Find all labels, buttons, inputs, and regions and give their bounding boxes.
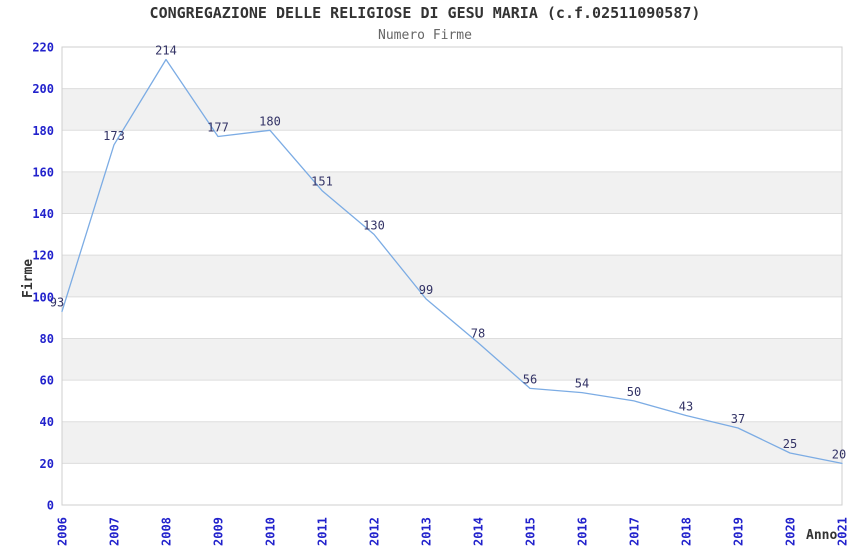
data-point-label: 180 <box>259 114 281 128</box>
plot-band <box>62 338 842 381</box>
x-tick-label: 2007 <box>108 517 122 546</box>
data-point-label: 37 <box>731 412 745 426</box>
y-tick-label: 180 <box>32 124 54 138</box>
y-tick-label: 80 <box>40 332 54 346</box>
chart-subtitle: Numero Firme <box>378 28 472 43</box>
y-tick-label: 40 <box>40 415 54 429</box>
data-line <box>61 58 843 465</box>
y-tick-label: 60 <box>40 374 54 388</box>
y-tick-label: 220 <box>32 41 54 55</box>
data-point-label: 93 <box>50 295 64 309</box>
y-tick-label: 0 <box>47 499 54 513</box>
x-tick-label: 2006 <box>56 517 70 546</box>
plot-band <box>62 255 842 297</box>
data-point-label: 43 <box>679 400 693 414</box>
y-tick-label: 20 <box>40 457 54 471</box>
x-tick-label: 2019 <box>732 517 746 546</box>
data-point-label: 50 <box>627 385 641 399</box>
x-tick-label: 2008 <box>160 517 174 546</box>
data-point-label: 130 <box>363 218 385 232</box>
y-tick-label: 200 <box>32 82 54 96</box>
y-axis-label: Firme <box>21 258 36 298</box>
data-point-label: 99 <box>419 283 433 297</box>
data-point-label: 173 <box>103 129 125 143</box>
x-tick-label: 2012 <box>368 517 382 546</box>
x-tick-label: 2020 <box>784 517 798 546</box>
plot-frame <box>61 46 843 506</box>
data-point-label: 56 <box>523 372 537 386</box>
x-tick-label: 2011 <box>316 517 330 546</box>
data-point-label: 25 <box>783 437 797 451</box>
x-axis-label: Anno <box>806 528 838 543</box>
y-tick-label: 120 <box>32 249 54 263</box>
data-point-label: 214 <box>155 44 177 58</box>
x-tick-label: 2021 <box>836 517 850 546</box>
x-tick-label: 2014 <box>472 517 486 546</box>
x-tick-label: 2013 <box>420 517 434 546</box>
plot-band <box>62 88 842 131</box>
y-tick-label: 140 <box>32 207 54 221</box>
data-point-label: 20 <box>832 447 846 461</box>
y-tick-label: 100 <box>32 290 54 304</box>
x-tick-label: 2017 <box>628 517 642 546</box>
data-point-label: 151 <box>311 175 333 189</box>
y-tick-label: 160 <box>32 165 54 179</box>
x-tick-label: 2016 <box>576 517 590 546</box>
data-point-label: 78 <box>471 327 485 341</box>
data-point-label: 177 <box>207 121 229 135</box>
data-point-label: 54 <box>575 377 589 391</box>
x-tick-label: 2010 <box>264 517 278 546</box>
plot-band <box>62 171 842 214</box>
x-tick-label: 2018 <box>680 517 694 546</box>
plot-band <box>62 421 842 464</box>
x-tick-label: 2009 <box>212 517 226 546</box>
x-tick-label: 2015 <box>524 517 538 546</box>
chart-title: CONGREGAZIONE DELLE RELIGIOSE DI GESU MA… <box>149 4 701 22</box>
